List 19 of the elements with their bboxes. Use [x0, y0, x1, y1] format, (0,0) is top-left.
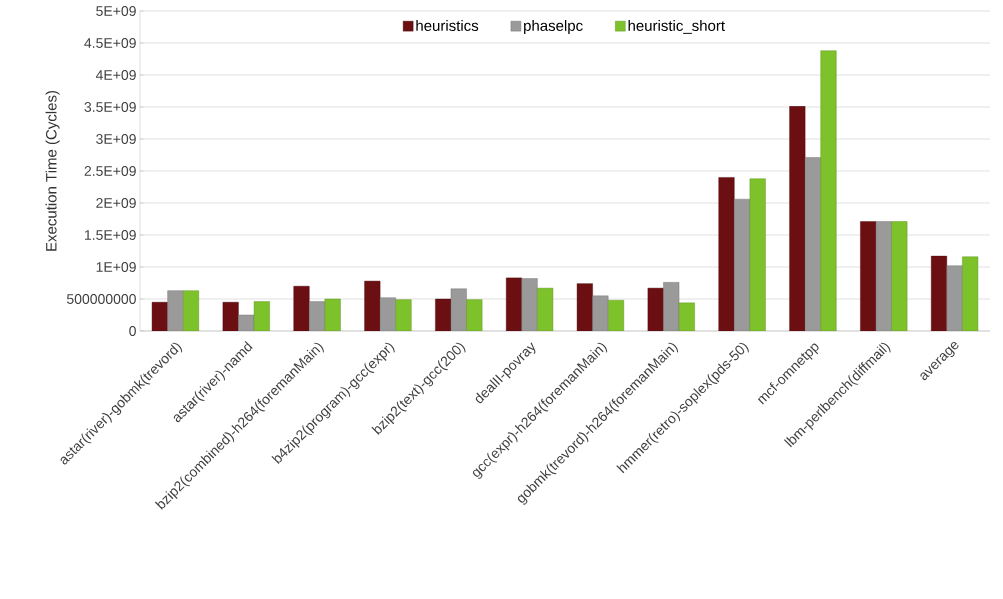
y-tick-label: 3E+09 [96, 134, 136, 144]
legend-label: phaselpc [524, 19, 583, 34]
bar [718, 177, 735, 331]
y-tick-label: 3.5E+09 [84, 102, 136, 112]
y-tick-label: 500000000 [66, 294, 136, 304]
legend-label: heuristic_short [628, 19, 725, 34]
y-axis-title: Execution Time (Cycles) [45, 90, 60, 251]
y-tick-label: 4E+09 [95, 70, 136, 80]
bar [293, 286, 310, 331]
y-tick-label: 2.5E+09 [84, 166, 136, 176]
y-tick-label: 0 [129, 326, 136, 336]
legend-label: heuristics [416, 19, 479, 31]
y-tick-label: 4.5E+09 [84, 38, 136, 48]
bar [820, 50, 837, 331]
y-tick-label: 5E+09 [96, 6, 136, 16]
bar [395, 299, 412, 331]
y-tick-label: 1.5E+09 [85, 230, 136, 240]
y-tick-label: 2E+09 [96, 198, 136, 208]
y-tick-label: 1E+09 [96, 262, 136, 272]
